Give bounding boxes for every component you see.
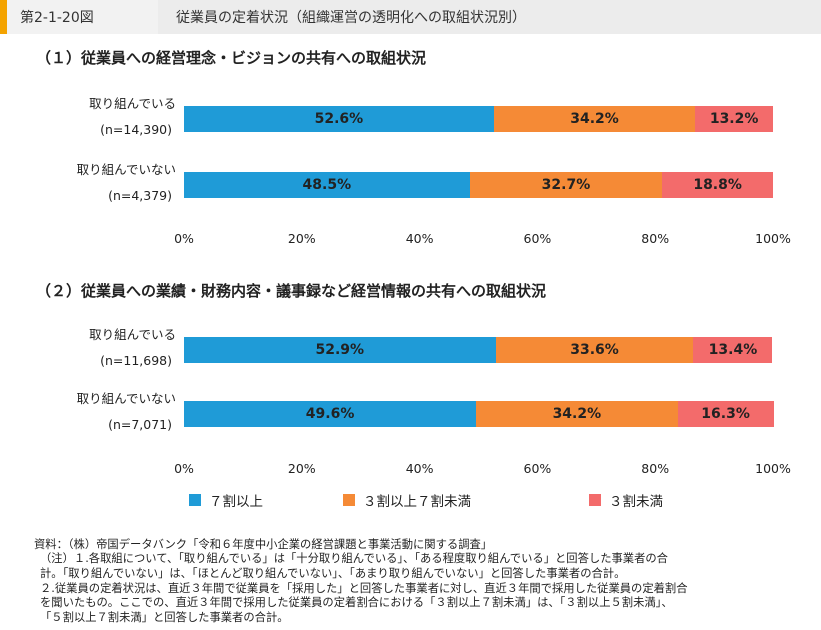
figure-number: 第2-1-20図 (20, 10, 94, 26)
x-tick-label: 20% (287, 461, 316, 476)
legend-label-series1: ７割以上 (209, 494, 263, 510)
bar-segment (695, 106, 773, 132)
legend-label-series3: ３割未満 (609, 494, 663, 510)
x-tick-label: 80% (641, 461, 670, 476)
bar-segment (184, 172, 470, 198)
data-label: 34.2% (570, 111, 619, 127)
x-tick-label: 60% (523, 461, 552, 476)
chart-2-title: （２）従業員への業績・財務内容・議事録など経営情報の共有への取組状況 (36, 282, 547, 300)
category-label: 取り組んでいない (76, 391, 176, 406)
category-label: 取り組んでいない (76, 162, 176, 177)
note-line-5: 「５割以上７割未満」と回答した事業者の合計。 (40, 611, 289, 624)
figure-number-box: 第2-1-20図 (0, 0, 158, 34)
note-line-1: （注）１.各取組について、「取り組んでいる」は「十分取り組んでいる」、「ある程度… (40, 552, 668, 565)
bar-segment (495, 337, 694, 363)
bar-segment (184, 401, 477, 427)
x-tick-label: 0% (174, 461, 194, 476)
note-line-4: を聞いたもの。ここでの、直近３年間で採用した従業員の定着割合における「３割以上７… (40, 596, 673, 609)
bar-segment (476, 401, 678, 427)
data-label: 32.7% (541, 177, 591, 193)
data-label: 16.3% (701, 406, 750, 422)
bar-segment (662, 172, 773, 198)
note-source: 資料：（株）帝国データバンク「令和６年度中小企業の経営課題と事業活動に関する調査… (34, 538, 493, 551)
bar-segment (493, 106, 696, 132)
x-tick-label: 80% (641, 231, 670, 246)
data-label: 52.6% (314, 111, 364, 127)
data-label: 34.2% (552, 406, 602, 422)
bar-segment (184, 106, 494, 132)
legend-swatch-series2 (343, 494, 355, 506)
x-tick-label: 60% (523, 231, 552, 246)
data-label: 48.5% (302, 177, 352, 193)
data-label: 18.8% (693, 177, 742, 193)
bar-segment (693, 337, 773, 363)
x-tick-label: 0% (174, 231, 194, 246)
figure-accent-bar (0, 0, 7, 34)
category-n-label: (n=11,698) (100, 353, 172, 368)
data-label: 13.2% (709, 111, 759, 127)
category-n-label: (n=14,390) (100, 122, 172, 137)
x-tick-label: 20% (287, 231, 316, 246)
x-tick-label: 40% (405, 231, 434, 246)
data-label: 52.9% (315, 342, 365, 358)
x-tick-label: 40% (405, 461, 434, 476)
figure-header: 第2-1-20図 従業員の定着状況（組織運営の透明化への取組状況別） (0, 0, 821, 34)
x-tick-label: 100% (755, 461, 791, 476)
category-label: 取り組んでいる (89, 96, 176, 111)
x-tick-label: 100% (755, 231, 791, 246)
bar-segment (469, 172, 663, 198)
bar-segment (184, 337, 496, 363)
legend-swatch-series1 (189, 494, 201, 506)
note-line-3: ２.従業員の定着状況は、直近３年間で従業員を「採用した」と回答した事業者に対し、… (40, 582, 688, 595)
data-label: 13.4% (708, 342, 758, 358)
data-label: 49.6% (305, 406, 355, 422)
bar-segment (677, 401, 774, 427)
category-n-label: (n=4,379) (108, 188, 172, 203)
chart-1-title: （１）従業員への経営理念・ビジョンの共有への取組状況 (36, 49, 427, 67)
category-label: 取り組んでいる (89, 327, 176, 342)
note-line-2: 計。「取り組んでいない」は、「ほとんど取り組んでいない」、「あまり取り組んでいな… (40, 567, 626, 580)
category-n-label: (n=7,071) (108, 417, 172, 432)
legend-swatch-series3 (589, 494, 601, 506)
data-label: 33.6% (570, 342, 619, 358)
legend-label-series2: ３割以上７割未満 (363, 494, 471, 510)
figure-title: 従業員の定着状況（組織運営の透明化への取組状況別） (176, 10, 526, 26)
